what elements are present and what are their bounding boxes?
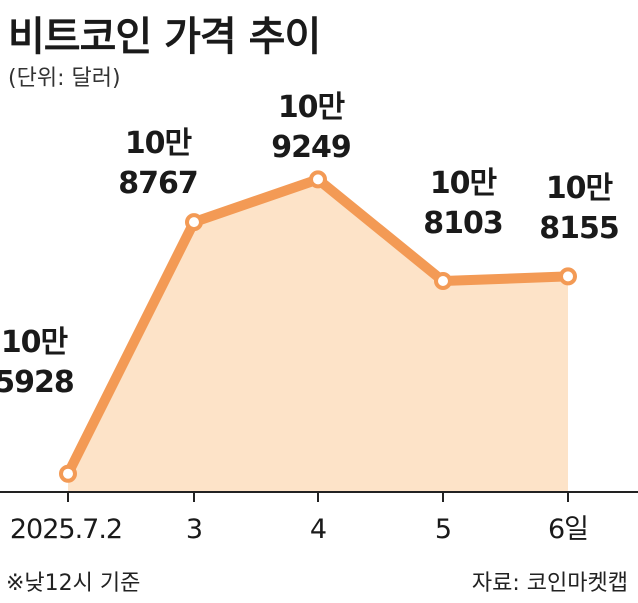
unit-label: (단위: 달러) xyxy=(8,66,121,91)
data-label: 10만 xyxy=(430,166,498,201)
data-point-marker xyxy=(434,272,452,290)
data-point-marker xyxy=(559,267,577,286)
data-label: 9249 xyxy=(271,130,351,165)
data-label: 8103 xyxy=(423,206,503,241)
data-point-marker xyxy=(309,170,327,189)
price-area xyxy=(68,179,568,492)
data-label: 10만 xyxy=(125,126,193,161)
time-basis-note: ※낮12시 기준 xyxy=(6,571,141,596)
source-credit: 자료: 코인마켓캡 xyxy=(471,571,628,596)
data-label: 10만 xyxy=(546,171,614,206)
chart-title: 비트코인 가격 추이 xyxy=(8,14,321,60)
data-label: 8155 xyxy=(539,211,619,246)
data-label: 8767 xyxy=(118,166,198,201)
data-label: 10만 xyxy=(1,325,69,360)
data-label: 5928 xyxy=(0,365,74,400)
x-tick-label: 6일 xyxy=(548,514,588,545)
x-tick-label: 4 xyxy=(310,514,326,545)
data-point-marker xyxy=(185,213,203,232)
data-point-marker xyxy=(59,464,77,483)
x-tick-label: 3 xyxy=(186,514,202,545)
x-tick-label: 5 xyxy=(435,514,451,545)
data-label: 10만 xyxy=(278,90,346,125)
x-tick-label: 2025.7.2 xyxy=(10,514,122,545)
